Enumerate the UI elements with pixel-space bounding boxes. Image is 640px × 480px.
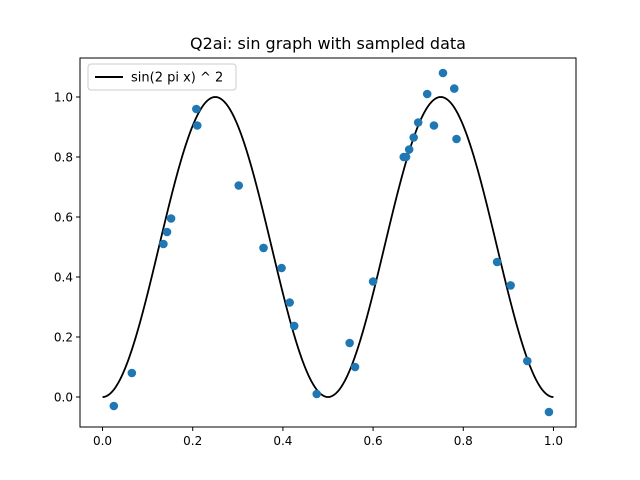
data-point (345, 338, 354, 348)
x-tick-label: 0.0 (93, 434, 112, 448)
data-point (452, 134, 461, 144)
data-point (413, 118, 423, 127)
legend-box (87, 63, 237, 91)
chart-title: Q2ai: sin graph with sampled data (190, 34, 466, 53)
data-point (162, 227, 172, 237)
data-point (438, 68, 448, 78)
data-point (234, 181, 244, 190)
data-point (409, 133, 418, 142)
data-point (368, 277, 378, 286)
plot-area (102, 68, 554, 417)
legend-label-curve: sin(2 pi x) ^ 2 (131, 71, 223, 86)
curve-line (102, 96, 554, 398)
x-tick-label: 1.0 (544, 434, 563, 448)
data-point (277, 263, 286, 273)
x-tick-label: 0.4 (273, 434, 292, 448)
data-point (401, 152, 411, 162)
y-tick-label: 0.4 (54, 271, 73, 285)
y-tick-label: 0.0 (54, 391, 73, 405)
y-tick-label: 0.8 (54, 151, 73, 165)
data-point (422, 89, 432, 99)
data-point (289, 321, 299, 331)
x-tick-label: 0.6 (364, 434, 383, 448)
x-axis: 0.0 0.2 0.4 0.6 0.8 1.0 (93, 427, 563, 448)
data-point (506, 281, 515, 290)
data-point (259, 243, 268, 253)
data-point (492, 257, 502, 267)
data-point (109, 401, 119, 411)
data-point (159, 239, 168, 249)
data-point (404, 145, 414, 154)
data-point (350, 362, 360, 372)
y-tick-label: 1.0 (54, 91, 73, 105)
data-point (192, 121, 202, 130)
data-point (312, 389, 322, 399)
x-tick-label: 0.2 (183, 434, 202, 448)
y-axis: 0.0 0.2 0.4 0.6 0.8 1.0 (54, 91, 80, 405)
y-tick-label: 0.6 (54, 211, 73, 225)
data-point (192, 104, 201, 114)
x-tick-label: 0.8 (454, 434, 473, 448)
axes-frame (79, 57, 577, 428)
data-point (449, 84, 459, 93)
data-point (523, 356, 532, 366)
y-tick-label: 0.2 (54, 331, 73, 345)
legend: sin(2 pi x) ^ 2 (87, 63, 237, 91)
data-point (429, 121, 439, 130)
data-point (544, 407, 554, 417)
data-point (127, 368, 137, 378)
data-point (166, 214, 176, 223)
data-point (285, 298, 294, 307)
